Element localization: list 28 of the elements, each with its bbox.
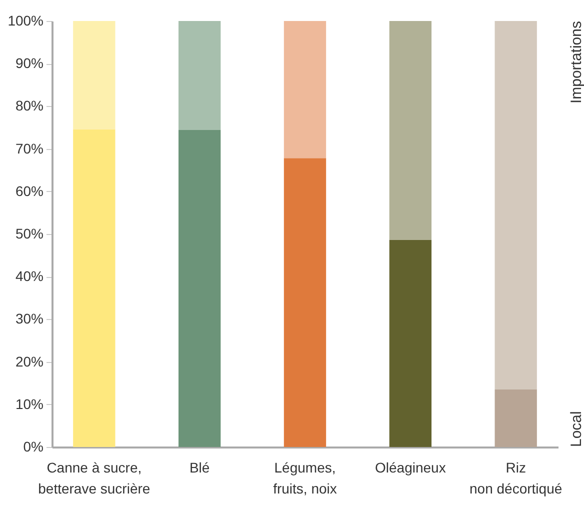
y-tick-label: 40%: [15, 268, 44, 284]
bar: [494, 389, 537, 447]
bar: [284, 158, 326, 447]
bar: [494, 21, 537, 390]
bar: [284, 21, 326, 158]
y-tick-label: 0%: [23, 438, 44, 454]
x-tick-label: Légumes, fruits, noix: [273, 460, 337, 496]
bar: [178, 21, 221, 130]
y-tick-label: 20%: [15, 353, 44, 370]
x-tick-label: Blé: [189, 460, 210, 476]
y-tick-label: 30%: [15, 310, 44, 327]
y-tick-label: 50%: [15, 226, 44, 242]
y-tick-label: 100%: [8, 12, 44, 28]
x-tick-label: Canne à sucre, betterave sucrière: [38, 460, 150, 496]
bar: [178, 130, 221, 447]
x-tick-label: Riz non décortiqué: [470, 460, 562, 496]
x-tick-label: Oléagineux: [375, 460, 446, 476]
y-tick-label: 70%: [15, 140, 44, 156]
text: Local: [568, 411, 584, 447]
bar: [389, 240, 432, 447]
y-tick-label: 90%: [15, 55, 44, 72]
bar: [73, 129, 116, 447]
text: Importations: [568, 21, 584, 104]
y-tick-label: 60%: [15, 182, 44, 199]
y-tick-label: 10%: [15, 396, 44, 412]
y-tick-label: 80%: [15, 98, 44, 114]
bar: [73, 21, 116, 130]
bar: [389, 21, 432, 240]
